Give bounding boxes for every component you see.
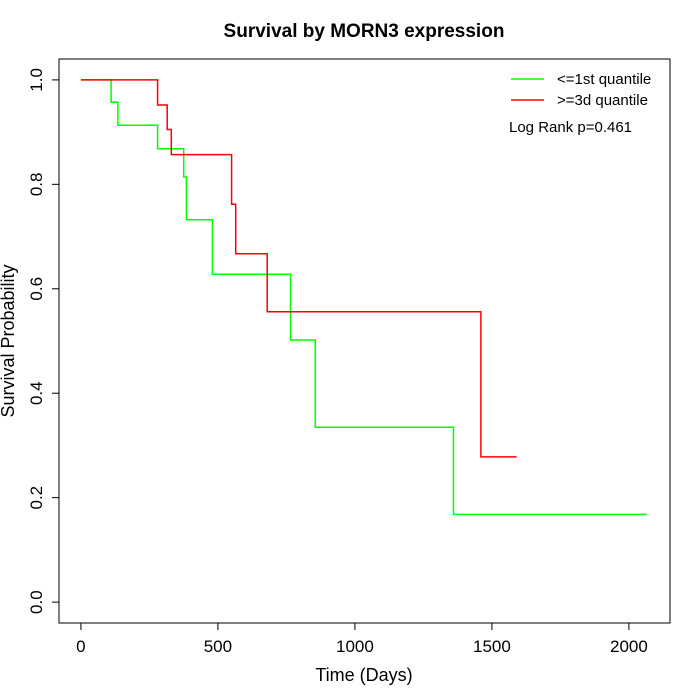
y-tick-label: 0.8: [27, 173, 46, 197]
x-axis-label: Time (Days): [315, 665, 412, 685]
series-layer: [80, 79, 647, 516]
y-tick-label: 0.6: [27, 277, 46, 301]
y-tick-label: 0.2: [27, 486, 46, 510]
x-tick-label: 500: [204, 637, 232, 656]
y-tick-label: 0.0: [27, 590, 46, 614]
y-axis-label: Survival Probability: [0, 264, 18, 417]
y-axis: 0.0 0.2 0.4 0.6 0.8 1.0: [27, 68, 60, 614]
y-tick-label: 1.0: [27, 68, 46, 92]
x-tick-label: 2000: [610, 637, 648, 656]
x-tick-label: 0: [76, 637, 85, 656]
legend-label-series-1: <=1st quantile: [557, 71, 651, 88]
y-tick-label: 0.4: [27, 381, 46, 405]
log-rank-annotation: Log Rank p=0.461: [509, 119, 632, 136]
series-line-1: [80, 79, 647, 516]
x-tick-label: 1000: [336, 637, 374, 656]
legend: <=1st quantile >=3d quantile Log Rank p=…: [509, 71, 651, 136]
x-axis: 0 500 1000 1500 2000: [76, 622, 648, 656]
x-tick-label: 1500: [473, 637, 511, 656]
chart-title: Survival by MORN3 expression: [224, 21, 505, 42]
series-line-2: [80, 79, 517, 458]
legend-label-series-2: >=3d quantile: [557, 92, 648, 109]
